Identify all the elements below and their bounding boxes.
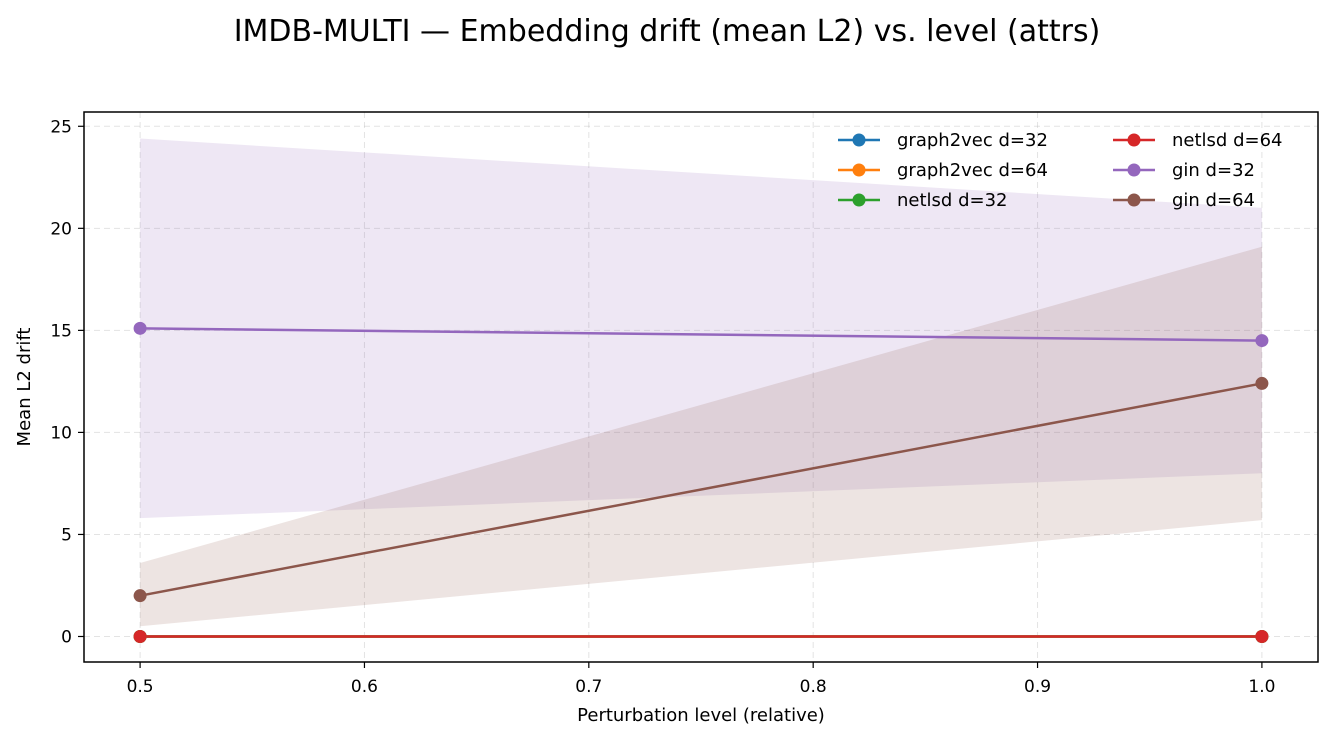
legend-label: graph2vec d=64 <box>897 160 1048 181</box>
legend-marker <box>1127 163 1141 177</box>
band-gin-d-64 <box>140 246 1262 627</box>
legend-item-netlsd-d-64: netlsd d=64 <box>1113 130 1282 151</box>
series-lines <box>139 327 1263 638</box>
point-netlsd-d-64 <box>133 629 147 643</box>
legend-item-gin-d-32: gin d=32 <box>1113 160 1255 181</box>
y-axis-ticks: 0 5 10 15 20 25 <box>50 117 84 647</box>
point-netlsd-d-64 <box>1255 629 1269 643</box>
y-tick-label: 10 <box>50 423 72 443</box>
y-tick-label: 0 <box>61 627 72 647</box>
y-tick-label: 20 <box>50 219 72 239</box>
legend-item-graph2vec-d-32: graph2vec d=32 <box>838 130 1048 151</box>
x-tick-label: 1.0 <box>1248 677 1275 697</box>
legend-marker <box>1127 133 1141 147</box>
x-tick-label: 0.8 <box>800 677 827 697</box>
legend-label: graph2vec d=32 <box>897 130 1048 151</box>
y-tick-label: 5 <box>61 525 72 545</box>
legend-label: gin d=32 <box>1172 160 1255 181</box>
y-tick-label: 15 <box>50 321 72 341</box>
legend-item-gin-d-64: gin d=64 <box>1113 190 1255 211</box>
legend-marker <box>852 163 866 177</box>
line-gin-d-64 <box>139 382 1263 597</box>
plot-frame <box>83 111 1319 663</box>
band-gin-d-32 <box>140 138 1262 519</box>
legend-marker <box>1127 193 1141 207</box>
point-gin-d-32 <box>1255 334 1269 348</box>
legend-item-netlsd-d-32: netlsd d=32 <box>838 190 1007 211</box>
chart-title: IMDB-MULTI — Embedding drift (mean L2) v… <box>234 14 1101 49</box>
legend: graph2vec d=32 graph2vec d=64 netlsd d=32 n… <box>838 130 1282 211</box>
x-tick-label: 0.7 <box>575 677 602 697</box>
line-gin-d-32 <box>140 327 1262 342</box>
x-tick-label: 0.5 <box>127 677 154 697</box>
point-gin-d-64 <box>1255 376 1269 390</box>
confidence-bands <box>140 138 1262 627</box>
x-tick-label: 0.6 <box>351 677 378 697</box>
y-tick-label: 25 <box>50 117 72 137</box>
y-axis-title: Mean L2 drift <box>14 328 35 447</box>
legend-label: netlsd d=32 <box>897 190 1007 211</box>
point-gin-d-64 <box>133 589 147 603</box>
x-axis-title: Perturbation level (relative) <box>577 705 825 726</box>
legend-label: netlsd d=64 <box>1172 130 1282 151</box>
legend-marker <box>852 133 866 147</box>
legend-marker <box>852 193 866 207</box>
series-markers <box>133 321 1269 643</box>
x-axis-ticks: 0.5 0.6 0.7 0.8 0.9 1.0 <box>127 662 1275 697</box>
legend-label: gin d=64 <box>1172 190 1255 211</box>
point-gin-d-32 <box>133 321 147 335</box>
legend-item-graph2vec-d-64: graph2vec d=64 <box>838 160 1048 181</box>
x-tick-label: 0.9 <box>1024 677 1051 697</box>
